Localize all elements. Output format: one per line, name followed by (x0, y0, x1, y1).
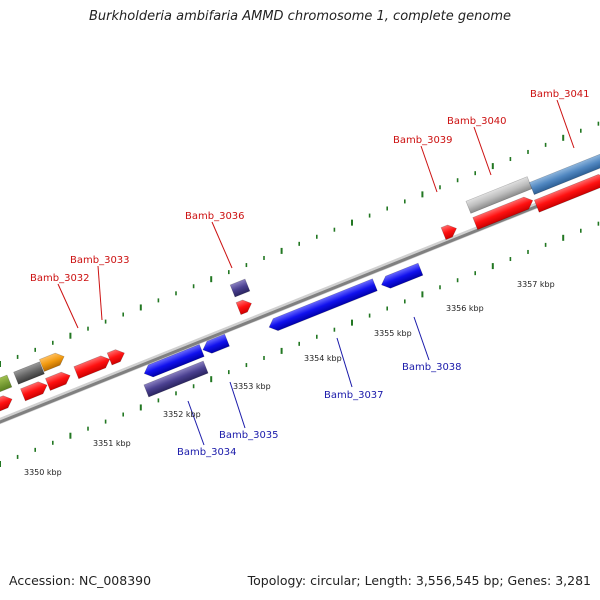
pointer-bamb-3033 (97, 265, 103, 321)
gene-label-bamb-3037[interactable]: Bamb_3037 (324, 390, 384, 401)
gene-feature-bamb-3040[interactable] (472, 194, 535, 230)
tick-track-lower (0, 221, 600, 467)
gene-feature-left-1-shape (0, 395, 13, 416)
tick-track-upper (0, 121, 600, 367)
gene-feature-bamb-3032-shape (73, 355, 111, 380)
gene-feature-left-5[interactable] (20, 379, 50, 402)
gene-feature-bamb-3037[interactable] (267, 278, 378, 334)
gene-feature-left-2-shape (0, 374, 13, 394)
gene-feature-bamb-3041b-shape (533, 174, 600, 213)
gene-feature-bamb-3038-shape (381, 262, 424, 289)
gene-feature-bamb-3033-shape (106, 349, 125, 366)
gene-feature-bamb-3038[interactable] (379, 262, 424, 291)
scale-label-3350: 3350 kbp (24, 468, 62, 477)
gene-label-bamb-3035[interactable]: Bamb_3035 (219, 430, 279, 441)
topology-info-text: Topology: circular; Length: 3,556,545 bp… (247, 573, 591, 588)
pointer-bamb-3036 (211, 221, 233, 269)
gene-feature-left-3-shape (13, 361, 45, 385)
gene-label-bamb-3040[interactable]: Bamb_3040 (447, 116, 507, 127)
gene-feature-bamb-3035-shape (202, 333, 230, 354)
gene-feature-bamb-3036-shape (235, 299, 252, 316)
scale-label-3351: 3351 kbp (93, 439, 131, 448)
gene-feature-left-4-shape (39, 352, 65, 372)
gene-feature-bamb-3041[interactable] (528, 153, 600, 195)
scale-label-3356: 3356 kbp (446, 304, 484, 313)
pointer-bamb-3034 (187, 400, 205, 446)
gene-feature-bamb-3040-shape (472, 196, 534, 230)
gene-feature-left-6-shape (45, 371, 71, 391)
gene-feature-bamb-3041-shape (528, 153, 600, 195)
gene-feature-left-5-shape (20, 381, 48, 402)
pointer-bamb-3038 (413, 316, 430, 361)
gene-feature-left-2[interactable] (0, 374, 13, 394)
scale-label-3352: 3352 kbp (163, 410, 201, 419)
gene-label-bamb-3034[interactable]: Bamb_3034 (177, 447, 237, 458)
gene-label-bamb-3033[interactable]: Bamb_3033 (70, 255, 130, 266)
pointer-bamb-3039 (420, 145, 438, 193)
gene-feature-bamb-3034b[interactable] (142, 344, 205, 379)
scale-label-3355: 3355 kbp (374, 329, 412, 338)
pointer-bamb-3032 (57, 283, 79, 329)
label-pointers (57, 99, 575, 446)
pointer-bamb-3035 (229, 381, 246, 429)
gene-label-bamb-3032[interactable]: Bamb_3032 (30, 273, 90, 284)
scale-label-3357: 3357 kbp (517, 280, 555, 289)
gene-label-bamb-3038[interactable]: Bamb_3038 (402, 362, 462, 373)
gene-feature-bamb-3036[interactable] (235, 297, 254, 316)
map-title: Burkholderia ambifaria AMMD chromosome 1… (88, 9, 512, 24)
gene-features (0, 153, 600, 416)
gene-feature-bamb-3034-shape (143, 360, 209, 398)
scale-label-3353: 3353 kbp (233, 382, 271, 391)
gene-feature-bamb-3036a-shape (229, 278, 251, 298)
gene-label-bamb-3041[interactable]: Bamb_3041 (530, 89, 590, 100)
gene-feature-left-6[interactable] (45, 369, 72, 391)
gene-feature-bamb-3034[interactable] (143, 360, 209, 398)
gene-label-bamb-3036[interactable]: Bamb_3036 (185, 211, 245, 222)
gene-feature-bamb-3034b-shape (143, 344, 205, 378)
gene-feature-bamb-3036a[interactable] (229, 278, 251, 298)
pointer-bamb-3040 (473, 126, 492, 176)
gene-feature-left-4[interactable] (39, 350, 66, 372)
gene-feature-bamb-3032[interactable] (73, 353, 112, 380)
accession-text: Accession: NC_008390 (9, 573, 152, 588)
gene-feature-bamb-3039[interactable] (440, 222, 459, 241)
gene-feature-bamb-3033[interactable] (106, 347, 127, 366)
gene-feature-bamb-3039-shape (440, 224, 457, 241)
pointer-bamb-3041 (556, 99, 575, 149)
gene-feature-left-1[interactable] (0, 393, 14, 416)
gene-feature-left-3[interactable] (13, 361, 45, 385)
gene-feature-bamb-3037-shape (268, 278, 378, 331)
chromosome-backbone-edge (0, 179, 600, 424)
gene-feature-bamb-3035[interactable] (201, 333, 230, 356)
scale-label-3354: 3354 kbp (304, 354, 342, 363)
gene-label-bamb-3039[interactable]: Bamb_3039 (393, 135, 453, 146)
gene-feature-bamb-3041b[interactable] (533, 172, 600, 213)
pointer-bamb-3037 (336, 337, 353, 388)
